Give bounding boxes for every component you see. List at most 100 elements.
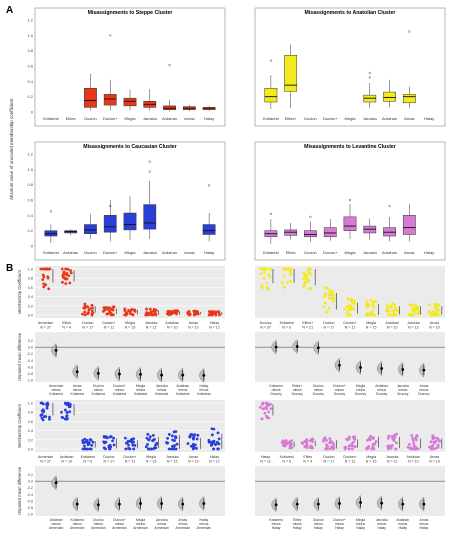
data-point (392, 303, 396, 307)
mean-diff-point (338, 502, 341, 505)
data-point (322, 294, 326, 298)
data-point (111, 439, 114, 443)
data-point (124, 313, 128, 316)
data-point (391, 444, 394, 447)
data-point (259, 267, 262, 271)
box (402, 94, 416, 104)
comparison-label: minus (335, 522, 344, 526)
comparison-label: Duzcey (292, 392, 304, 396)
data-point (91, 440, 95, 444)
bootstrap-distribution (157, 367, 162, 383)
data-point (430, 447, 434, 451)
bootstrap-distribution (72, 364, 78, 380)
data-point (68, 410, 72, 414)
data-point (322, 305, 326, 308)
data-point (45, 406, 49, 410)
comparison-label: Ardahan (50, 518, 63, 522)
data-point (347, 444, 351, 448)
data-point (123, 436, 127, 440)
x-tick-label: Megia (125, 250, 137, 255)
data-point (127, 443, 130, 447)
data-point (366, 438, 369, 442)
outlier-point (408, 30, 411, 33)
mean-diff-point (338, 363, 341, 367)
comparison-label: Kotiarest (134, 392, 147, 396)
data-point (68, 281, 72, 285)
data-point (169, 447, 173, 451)
data-point (66, 267, 70, 271)
x-tick-label: Jaroska (143, 250, 158, 255)
data-point (324, 292, 328, 295)
comparison-label: Halay (335, 526, 344, 530)
data-point (65, 417, 69, 420)
group-label: Megia (366, 455, 376, 459)
x-tick-label: Kotiarest (263, 250, 280, 255)
bootstrap-distribution (93, 497, 99, 513)
data-point (65, 411, 69, 414)
x-tick-label: Ducion+ (323, 116, 338, 121)
data-point (69, 271, 73, 275)
plot-frame (34, 7, 226, 127)
comparison-label: Halay (314, 526, 323, 530)
data-point (48, 267, 51, 271)
group-label: Ducion+ (123, 455, 136, 459)
y-tick-label: 0.6 (27, 198, 33, 203)
data-point (347, 447, 351, 451)
data-point (284, 267, 288, 271)
data-point (365, 299, 369, 303)
data-point (394, 313, 398, 317)
data-point (304, 274, 308, 278)
data-point (64, 277, 67, 281)
data-point (89, 447, 93, 451)
y-axis-label-a: Absolute value of unscaled membership co… (9, 98, 14, 200)
group-label: Jaroska (407, 321, 420, 325)
data-point (195, 437, 199, 441)
data-point (349, 313, 353, 317)
data-point (148, 307, 152, 311)
comparison-label: Kotiarest (197, 392, 210, 396)
data-point (40, 416, 44, 420)
group-count: N = 6 (282, 326, 291, 330)
y-tick-label: 1.0 (27, 167, 33, 172)
comparison-label: Kotiarest (113, 392, 126, 396)
data-point (147, 447, 150, 451)
group-label: Armenian (38, 321, 53, 325)
group-count: N = 11 (104, 326, 114, 330)
mean-diff-point (401, 368, 405, 371)
data-point (147, 437, 151, 441)
data-point (207, 313, 211, 317)
x-tick-label: Jaroska (363, 116, 378, 121)
data-point (302, 277, 306, 281)
data-point (144, 445, 148, 449)
comparison-label: minus (157, 388, 166, 392)
data-point (83, 310, 87, 314)
data-point (265, 414, 268, 418)
data-point (325, 438, 328, 442)
data-point (104, 440, 108, 444)
data-point (85, 438, 89, 442)
data-point (395, 441, 398, 445)
comparison-label: minus (293, 388, 302, 392)
data-point (329, 291, 333, 294)
data-point (281, 267, 285, 271)
data-point (127, 446, 130, 450)
mean-diff-point (422, 502, 426, 506)
outlier-point (368, 76, 371, 79)
data-point (323, 436, 327, 440)
data-point (266, 288, 270, 292)
data-point (288, 267, 292, 271)
y-tick-label: -0.4 (27, 359, 33, 363)
x-tick-label: Ardahan (382, 116, 397, 121)
outlier-point (208, 184, 211, 187)
y-tick-label: 0.2 (28, 473, 33, 477)
data-point (151, 312, 155, 316)
x-tick-label: Arnas (184, 250, 194, 255)
group-label: Elites (62, 321, 71, 325)
comparison-label: Kotiarest (71, 392, 84, 396)
data-point (217, 310, 220, 313)
box (123, 212, 137, 231)
x-tick-label: Ardahan (382, 250, 397, 255)
x-tick-label: Arnas (404, 250, 414, 255)
data-point (269, 407, 273, 411)
data-point (175, 312, 178, 316)
